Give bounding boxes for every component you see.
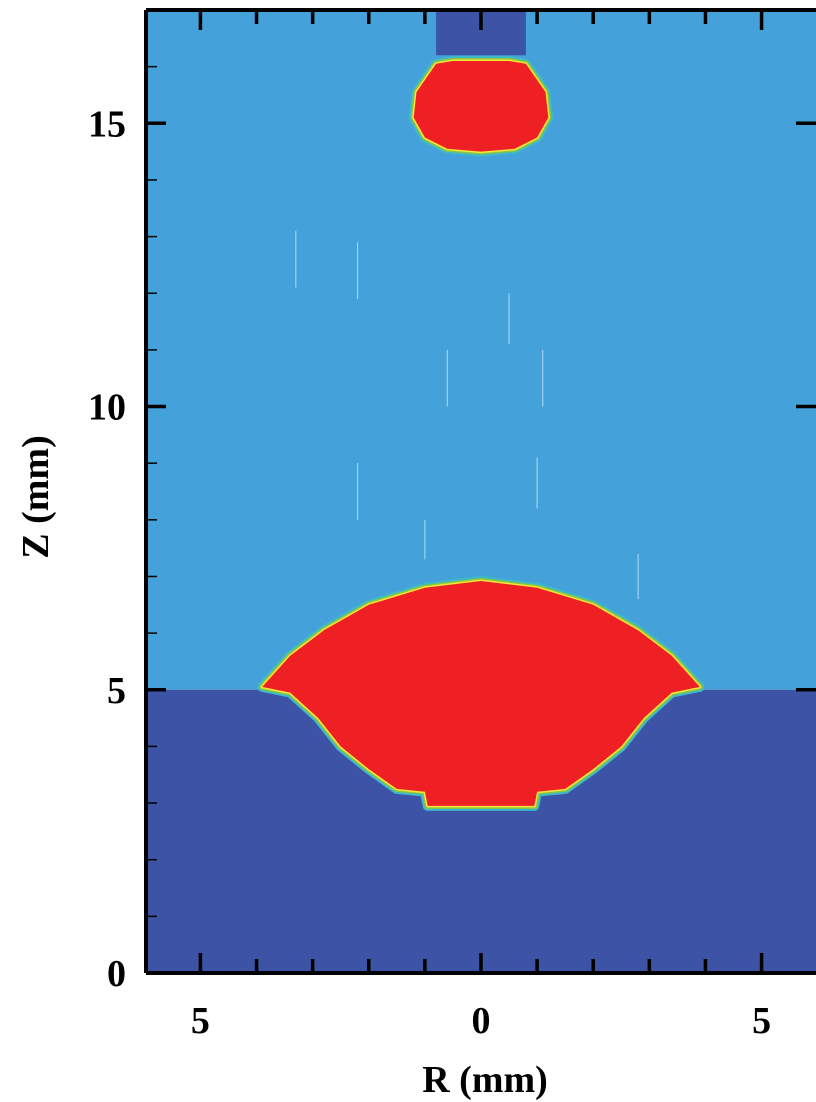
region-substrate <box>146 689 816 973</box>
y-tick-label: 5 <box>107 670 126 712</box>
y-tick-label: 15 <box>88 103 126 145</box>
regions-layer <box>146 10 816 973</box>
x-axis-title: R (mm) <box>422 1059 548 1101</box>
y-tick-label: 10 <box>88 387 126 429</box>
region-wire <box>436 10 526 56</box>
ticks <box>146 10 816 975</box>
region-gas <box>146 10 816 690</box>
plot-area <box>146 10 816 973</box>
x-tick-label: 5 <box>191 1000 210 1042</box>
interface-droplet <box>408 56 554 157</box>
interface-molten-pool <box>257 576 705 811</box>
x-tick-label: 5 <box>752 1000 771 1042</box>
interfaces-layer <box>257 56 705 811</box>
molten-region <box>413 61 549 152</box>
y-axis-title: Z (mm) <box>15 435 57 558</box>
x-tick-label: 0 <box>472 1000 491 1042</box>
tick-labels: 5 0 5 0 5 10 15 <box>88 103 771 1042</box>
y-tick-label: 0 <box>107 953 126 995</box>
molten-region <box>262 581 700 806</box>
